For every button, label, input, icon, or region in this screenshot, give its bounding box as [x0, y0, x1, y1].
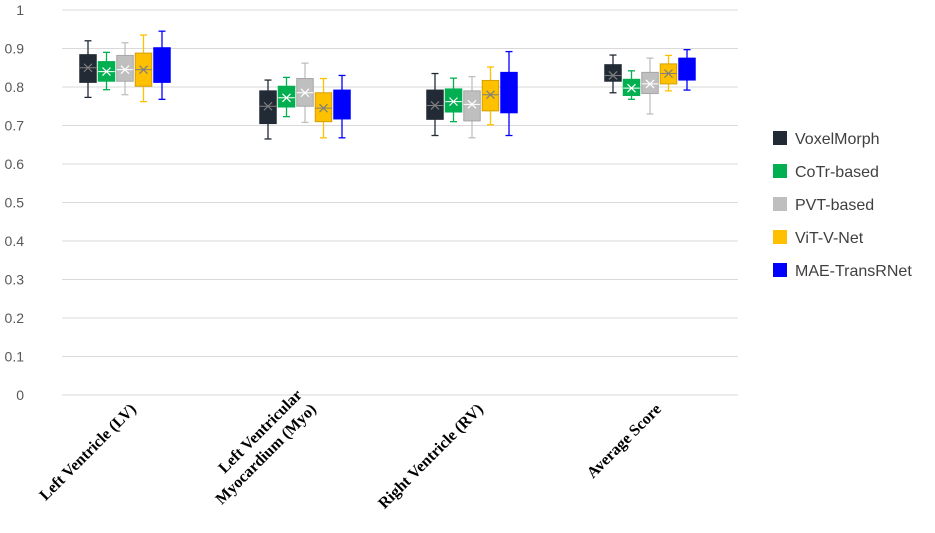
- category-label-line: Average Score: [584, 401, 665, 482]
- box-iqr: [604, 64, 622, 82]
- box-iqr: [463, 90, 481, 122]
- mean-marker: [627, 83, 636, 93]
- mean-marker: [682, 64, 692, 73]
- legend-label: ViT-V-Net: [795, 230, 864, 247]
- y-tick-label: 1: [16, 2, 24, 18]
- y-tick-label: 0.7: [5, 118, 25, 134]
- mean-marker: [263, 101, 273, 111]
- legend-swatch: [773, 197, 787, 211]
- gridlines: [62, 9, 738, 357]
- y-tick-label: 0.6: [5, 156, 25, 172]
- mean-marker: [319, 103, 328, 113]
- mean-marker: [157, 59, 167, 69]
- box-iqr: [277, 85, 296, 108]
- legend: VoxelMorph CoTr-based PVT-based ViT-V-Net MA…: [773, 131, 912, 280]
- box-iqr: [641, 71, 659, 95]
- box-iqr: [116, 54, 134, 82]
- mean-marker: [467, 99, 477, 109]
- mean-marker: [300, 88, 310, 98]
- legend-swatch: [773, 263, 787, 277]
- mean-marker: [664, 69, 673, 78]
- legend-label: CoTr-based: [795, 164, 879, 181]
- legend-label: MAE-TransRNet: [795, 263, 912, 280]
- category-label: Left VentricularMyocardium (Myo): [198, 387, 319, 508]
- legend-swatch: [773, 164, 787, 178]
- y-tick-label: 0: [16, 387, 24, 403]
- mean-marker: [83, 63, 93, 73]
- y-tick-label: 0.5: [5, 195, 25, 211]
- category-label: Right Ventricle (RV): [375, 401, 487, 513]
- category-label: Average Score: [584, 401, 665, 482]
- series-voxelmorph: [79, 40, 622, 140]
- legend-swatch: [773, 230, 787, 244]
- mean-marker: [645, 79, 655, 89]
- category-label: Left Ventricle (LV): [36, 401, 139, 504]
- y-tick-label: 0.1: [5, 349, 25, 365]
- category-label-line: Left Ventricle (LV): [36, 401, 139, 504]
- series-pvt-based: [116, 42, 659, 139]
- mean-marker: [120, 65, 130, 75]
- box-iqr: [314, 92, 333, 123]
- y-axis-tick-labels: 0 0.1 0.2 0.3 0.4 0.5 0.6 0.7 0.8 0.9 1: [5, 2, 25, 403]
- y-tick-label: 0.4: [5, 233, 25, 249]
- box-iqr: [481, 79, 500, 112]
- y-tick-label: 0.9: [5, 41, 25, 57]
- series-cotr-based: [97, 51, 641, 123]
- y-tick-label: 0.8: [5, 79, 25, 95]
- series-vit-v-net: [134, 34, 678, 139]
- box-series: [79, 30, 696, 140]
- box-iqr: [259, 90, 277, 125]
- mean-marker: [102, 67, 111, 77]
- legend-swatch: [773, 131, 787, 145]
- mean-marker: [337, 99, 347, 109]
- mean-marker: [430, 101, 440, 110]
- mean-marker: [486, 90, 495, 100]
- mean-marker: [504, 88, 514, 98]
- mean-marker: [139, 65, 148, 75]
- category-labels: Left Ventricle (LV) Left VentricularMyoca…: [36, 387, 664, 513]
- y-tick-label: 0.2: [5, 310, 25, 326]
- legend-label: PVT-based: [795, 197, 874, 214]
- y-tick-label: 0.3: [5, 272, 25, 288]
- mean-marker: [282, 93, 291, 103]
- legend-label: VoxelMorph: [795, 131, 880, 148]
- mean-marker: [608, 71, 618, 80]
- box-iqr: [444, 88, 463, 113]
- mean-marker: [449, 97, 458, 107]
- series-mae-transrnet: [153, 30, 696, 139]
- box-iqr: [153, 47, 171, 83]
- category-label-line: Right Ventricle (RV): [375, 401, 487, 513]
